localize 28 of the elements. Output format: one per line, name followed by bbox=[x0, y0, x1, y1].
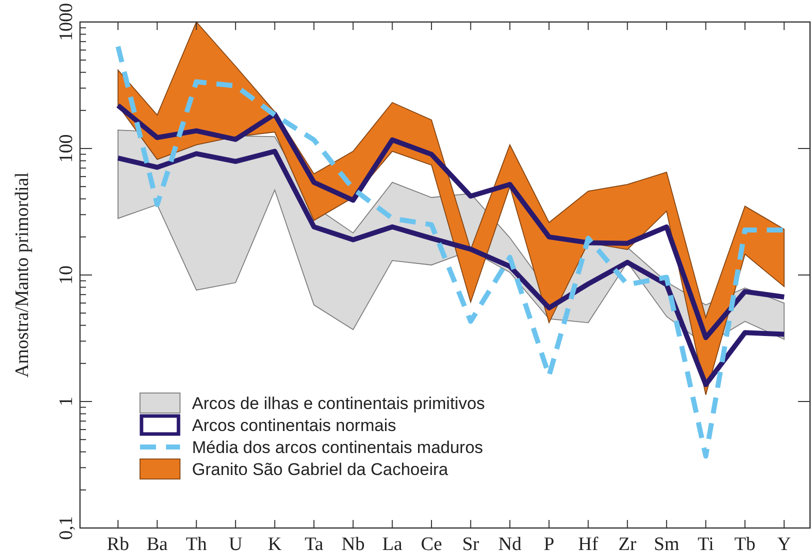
x-tick-label: Ta bbox=[304, 534, 324, 555]
x-tick-label: Nd bbox=[498, 534, 522, 555]
x-tick-label: Nb bbox=[341, 534, 365, 555]
x-tick-label: K bbox=[268, 534, 282, 555]
x-tick-label: Zr bbox=[618, 534, 638, 555]
y-tick-label: 0,1 bbox=[56, 516, 77, 540]
x-tick-label: U bbox=[228, 534, 243, 555]
legend-label: Arcos de ilhas e continentais primitivos bbox=[192, 394, 485, 413]
y-tick-label: 1000 bbox=[56, 3, 77, 41]
x-tick-label: P bbox=[544, 534, 554, 555]
x-tick-label: La bbox=[382, 534, 403, 555]
y-tick-label: 1 bbox=[56, 396, 77, 406]
x-tick-label: Tb bbox=[734, 534, 756, 555]
x-tick-label: Sr bbox=[462, 534, 480, 555]
x-tick-label: Th bbox=[186, 534, 208, 555]
x-tick-label: Hf bbox=[578, 534, 599, 555]
legend-label: Média dos arcos continentais maduros bbox=[192, 438, 484, 457]
legend-label: Arcos continentais normais bbox=[192, 416, 396, 435]
x-tick-label: Sm bbox=[654, 534, 680, 555]
x-tick-label: Ce bbox=[420, 534, 442, 555]
x-tick-label: Y bbox=[777, 534, 792, 555]
x-tick-label: Ti bbox=[698, 534, 714, 555]
legend-label: Granito São Gabriel da Cachoeira bbox=[192, 460, 449, 479]
y-axis-title: Amostra/Manto primordial bbox=[12, 172, 33, 378]
y-tick-label: 10 bbox=[56, 266, 77, 284]
x-tick-label: Ba bbox=[146, 534, 168, 555]
y-tick-label: 100 bbox=[56, 134, 77, 163]
x-tick-label: Rb bbox=[106, 534, 130, 555]
